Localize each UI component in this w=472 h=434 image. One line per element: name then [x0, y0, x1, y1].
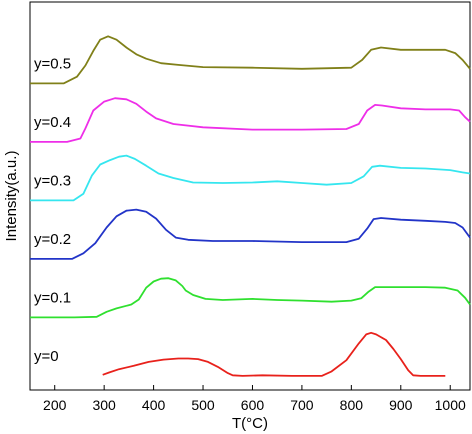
x-tick-label-800: 800	[340, 397, 364, 413]
series-line-y-0-3	[30, 154, 471, 202]
series-labels: y=0 y=0.1 y=0.2 y=0.3 y=0.4 y=0.5	[34, 56, 71, 366]
x-tick-label-900: 900	[389, 397, 413, 413]
series-line-y-0	[102, 331, 446, 377]
x-axis-title: T(°C)	[232, 415, 268, 432]
plot-frame	[29, 1, 471, 391]
x-axis-tick-labels: 200 300 400 500 600 700 800 900 1000	[43, 397, 466, 413]
series-label-y-0: y=0	[34, 348, 59, 365]
series-line-y-0-2	[30, 208, 471, 260]
x-tick-label-500: 500	[191, 397, 215, 413]
series-lines	[30, 35, 471, 377]
series-label-y-0-5: y=0.5	[34, 56, 71, 73]
series-label-y-0-4: y=0.4	[34, 114, 71, 131]
x-tick-label-700: 700	[290, 397, 314, 413]
series-line-y-0-5	[30, 35, 471, 85]
series-label-y-0-1: y=0.1	[34, 290, 71, 307]
x-axis-ticks	[54, 385, 451, 390]
y-axis-title: Intensity(a.u.)	[3, 151, 20, 242]
x-tick-label-400: 400	[142, 397, 166, 413]
x-tick-label-1000: 1000	[435, 397, 466, 413]
series-label-y-0-3: y=0.3	[34, 173, 71, 190]
x-tick-label-300: 300	[92, 397, 116, 413]
series-line-y-0-1	[30, 277, 471, 319]
x-tick-label-200: 200	[43, 397, 67, 413]
x-tick-label-600: 600	[241, 397, 265, 413]
series-label-y-0-2: y=0.2	[34, 231, 71, 248]
series-line-y-0-4	[30, 97, 471, 143]
